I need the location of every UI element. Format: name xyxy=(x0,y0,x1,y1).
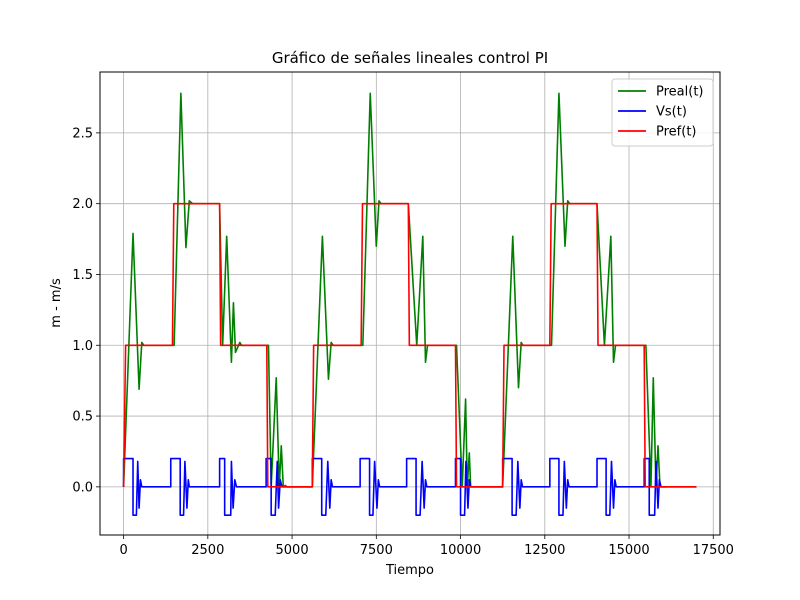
x-axis: 0 2500 5000 7500 10000 12500 15000 17500 xyxy=(119,535,734,558)
legend-box xyxy=(611,78,714,147)
x-tick-label: 17500 xyxy=(693,543,734,558)
legend-label: Vs(t) xyxy=(656,105,687,120)
series-line-pref-t xyxy=(122,202,697,488)
legend-label: Preal(t) xyxy=(656,85,704,100)
x-tick-label: 5000 xyxy=(276,543,309,558)
y-tick-label: 0.5 xyxy=(72,410,93,425)
y-tick-label: 2.5 xyxy=(72,126,93,141)
x-tick-label: 7500 xyxy=(360,543,393,558)
plot-frame xyxy=(99,71,721,536)
series-line-vs-t xyxy=(122,457,697,516)
legend-label: Pref(t) xyxy=(656,125,697,140)
y-tick-label: 1.5 xyxy=(72,268,93,283)
x-axis-label: Tiempo xyxy=(385,563,434,578)
y-tick-label: 1.0 xyxy=(72,339,93,354)
y-tick-label: 0.0 xyxy=(72,480,93,495)
x-tick-label: 0 xyxy=(119,543,127,558)
y-axis-label: m - m/s xyxy=(49,278,64,328)
chart-title: Gráfico de señales lineales control PI xyxy=(272,49,548,67)
legend: Preal(t) Vs(t) Pref(t) xyxy=(611,78,714,147)
x-tick-label: 10000 xyxy=(440,543,481,558)
series-layer xyxy=(122,92,697,516)
x-tick-label: 2500 xyxy=(191,543,224,558)
y-axis: 0.0 0.5 1.0 1.5 2.0 2.5 xyxy=(72,126,100,495)
y-tick-label: 2.0 xyxy=(72,197,93,212)
x-tick-label: 12500 xyxy=(524,543,565,558)
x-tick-label: 15000 xyxy=(608,543,649,558)
